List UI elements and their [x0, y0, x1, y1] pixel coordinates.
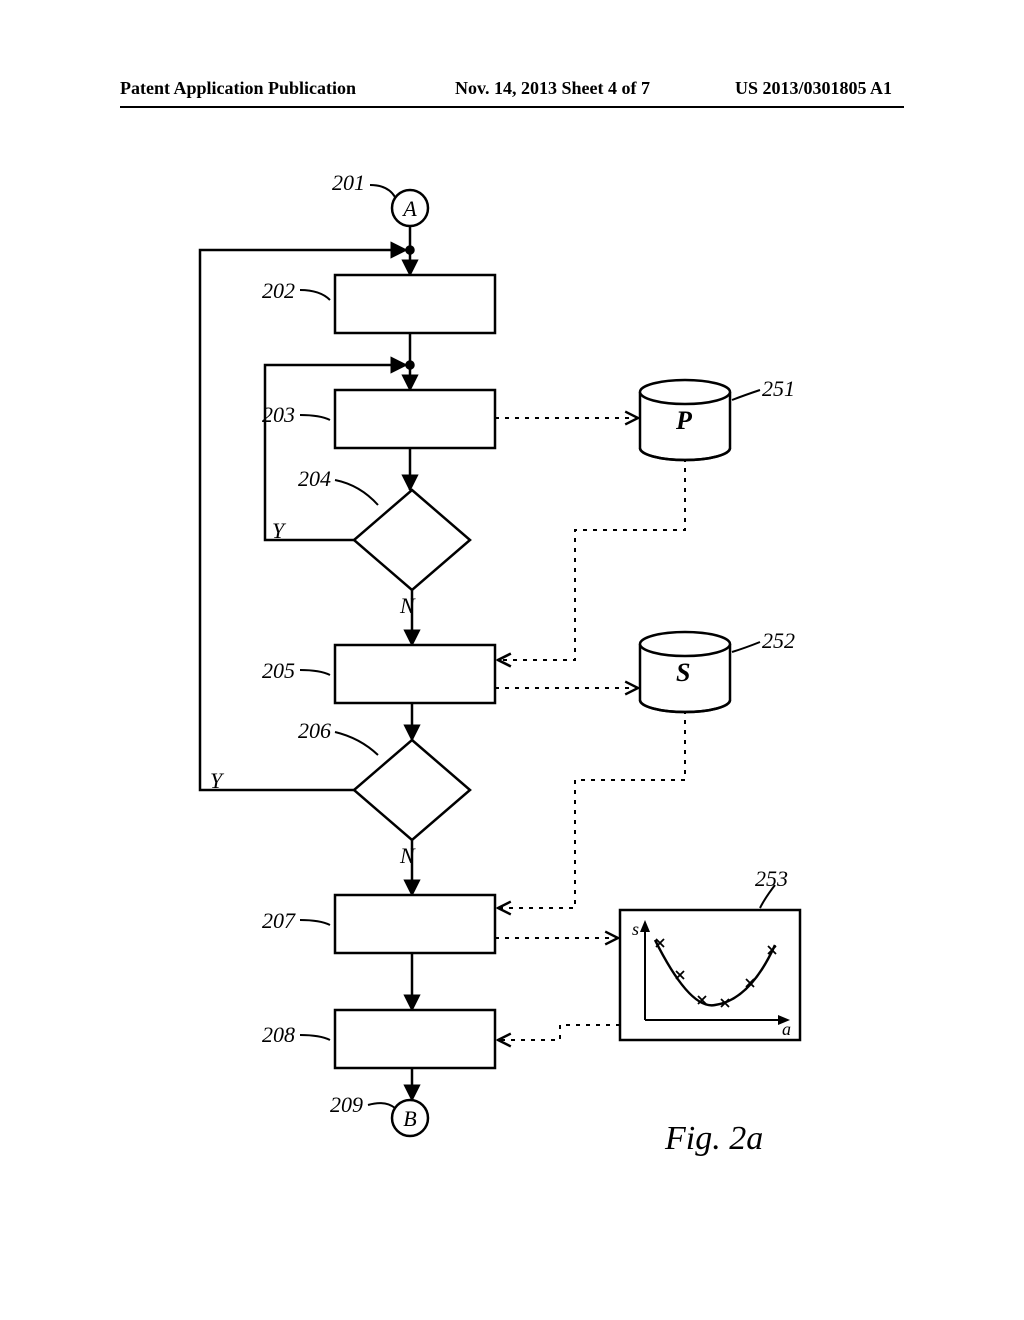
- branch-206-yes: Y: [210, 768, 222, 794]
- ref-208: 208: [262, 1022, 295, 1048]
- process-202: [335, 275, 495, 333]
- ref-252: 252: [762, 628, 795, 654]
- ref-202: 202: [262, 278, 295, 304]
- terminator-end-label: B: [403, 1106, 416, 1131]
- ref-204: 204: [298, 466, 331, 492]
- ref-205: 205: [262, 658, 295, 684]
- chart-y-axis-label: s: [632, 919, 639, 939]
- process-208: [335, 1010, 495, 1068]
- page: Patent Application Publication Nov. 14, …: [0, 0, 1024, 1320]
- ref-209: 209: [330, 1092, 363, 1118]
- branch-204-yes: Y: [272, 518, 284, 544]
- nodes: [335, 190, 495, 1136]
- ref-251: 251: [762, 376, 795, 402]
- decision-206: [354, 740, 470, 840]
- process-203: [335, 390, 495, 448]
- ref-203: 203: [262, 402, 295, 428]
- ref-206: 206: [298, 718, 331, 744]
- process-205: [335, 645, 495, 703]
- db-252-label: S: [676, 658, 690, 688]
- ref-207: 207: [262, 908, 295, 934]
- ref-201: 201: [332, 170, 365, 196]
- ref-253: 253: [755, 866, 788, 892]
- process-207: [335, 895, 495, 953]
- figure-label: Fig. 2a: [665, 1120, 763, 1158]
- branch-206-no: N: [400, 843, 415, 869]
- chart-x-axis-label: a: [782, 1019, 791, 1039]
- chart-253: [620, 910, 800, 1040]
- db-251-label: P: [676, 406, 692, 436]
- flowchart-diagram: A B s a: [0, 0, 1024, 1320]
- branch-204-no: N: [400, 593, 415, 619]
- decision-204: [354, 490, 470, 590]
- terminator-start-label: A: [401, 196, 417, 221]
